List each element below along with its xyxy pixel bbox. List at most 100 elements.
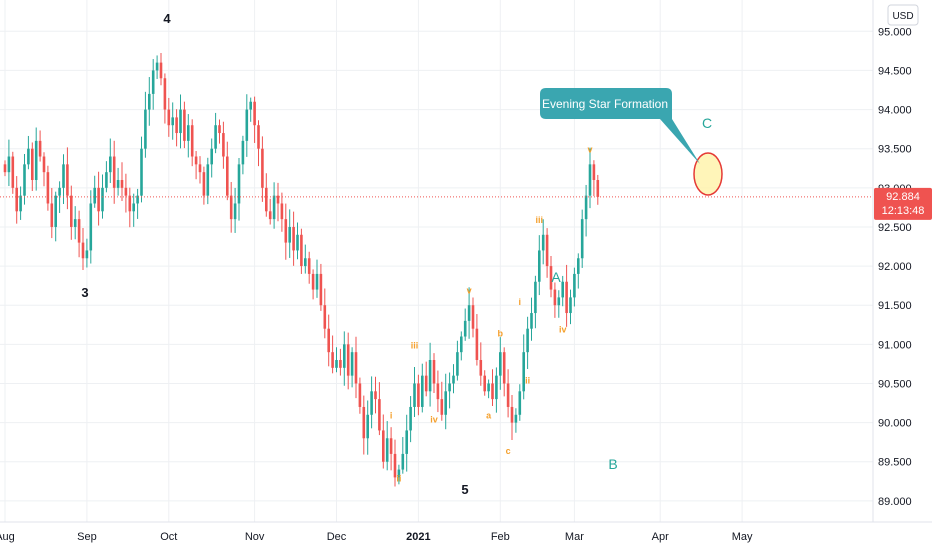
candle: [73, 206, 77, 240]
x-tick-label: Dec: [327, 531, 347, 543]
candle: [171, 102, 174, 140]
candle: [140, 136, 143, 203]
candle: [327, 314, 330, 367]
candle: [592, 160, 596, 197]
candle: [46, 165, 50, 211]
candle: [467, 287, 471, 339]
candle: [292, 211, 295, 266]
minor-wave-label: v: [587, 145, 592, 155]
minor-wave-label: c: [506, 446, 511, 456]
candle: [417, 374, 420, 416]
candle: [268, 198, 272, 225]
candle: [148, 77, 151, 126]
candle: [471, 297, 475, 338]
time-axis[interactable]: Aug Sep Oct Nov Dec 2021 Feb Mar Apr May: [0, 521, 932, 550]
candle: [237, 158, 241, 221]
candle: [584, 184, 588, 237]
last-price-tag: 92.884 12:13:48: [874, 187, 932, 220]
candle: [300, 228, 303, 274]
candle: [112, 140, 116, 204]
candle: [448, 372, 451, 409]
candle: [31, 142, 34, 191]
candle: [167, 97, 171, 137]
candle: [549, 255, 553, 298]
candle: [479, 342, 483, 386]
bar-countdown: 12:13:48: [882, 205, 925, 217]
candle: [538, 235, 541, 296]
candle: [34, 127, 38, 191]
candle: [233, 187, 237, 233]
evening-star-callout[interactable]: Evening Star Formation: [540, 88, 700, 164]
candle: [346, 332, 350, 390]
candle: [413, 366, 416, 417]
candle: [3, 160, 7, 177]
candle: [245, 94, 249, 157]
y-tick-label: 90.000: [878, 418, 912, 430]
y-tick-label: 91.500: [878, 300, 912, 312]
candle: [210, 138, 213, 178]
x-tick-labels: Aug Sep Oct Nov Dec 2021 Feb Mar Apr May: [0, 531, 753, 543]
currency-badge[interactable]: USD: [887, 4, 919, 26]
candle: [226, 141, 229, 201]
candle: [382, 414, 385, 469]
price-axis[interactable]: USD 95.00094.50094.00093.50093.00092.500…: [872, 0, 932, 522]
minor-wave-label: iv: [559, 325, 567, 335]
y-tick-label: 92.500: [878, 222, 912, 234]
y-tick-label: 90.500: [878, 378, 912, 390]
candle: [206, 157, 210, 205]
candle: [183, 101, 186, 149]
y-tick-label: 94.500: [878, 65, 912, 77]
candle: [198, 156, 202, 184]
candle: [105, 161, 108, 193]
minor-wave-label: ii: [396, 473, 401, 483]
candle: [588, 147, 592, 209]
candle: [557, 290, 561, 318]
candle: [296, 222, 299, 260]
chart-grid: [0, 0, 873, 522]
minor-wave-label: iii: [536, 215, 544, 225]
candle: [77, 210, 81, 258]
candle: [331, 335, 334, 374]
candle: [284, 203, 288, 260]
candle: [27, 135, 30, 170]
x-tick-label: Sep: [77, 531, 97, 543]
wave-a-label: A: [551, 269, 561, 285]
candle: [155, 55, 159, 79]
x-tick-label: Oct: [160, 531, 177, 543]
candle: [62, 154, 65, 204]
candle: [288, 209, 291, 258]
minor-wave-label: a: [486, 411, 492, 421]
minor-wave-label: iii: [411, 340, 419, 350]
minor-wave-label: v: [467, 285, 472, 295]
candle: [120, 162, 124, 202]
candle: [187, 114, 190, 158]
minor-wave-label: i: [519, 297, 522, 307]
candle: [58, 181, 61, 213]
candle: [385, 421, 389, 471]
x-tick-label: Mar: [565, 531, 584, 543]
candle: [257, 120, 260, 167]
candle: [421, 363, 424, 413]
candle: [128, 187, 132, 228]
evening-star-highlight[interactable]: [693, 152, 723, 196]
candle: [93, 175, 96, 208]
candle: [534, 275, 537, 329]
candle: [577, 253, 580, 289]
candle: [428, 342, 432, 407]
candle: [307, 251, 311, 284]
candle: [343, 331, 346, 386]
candle: [339, 348, 342, 376]
candle: [132, 193, 135, 227]
candle: [495, 367, 498, 413]
candle: [499, 337, 502, 390]
candle: [374, 376, 377, 414]
candle: [366, 400, 369, 455]
candle: [194, 150, 198, 180]
candle: [7, 139, 11, 187]
candle: [487, 379, 490, 399]
candle: [545, 228, 549, 278]
candle: [253, 96, 256, 143]
candle: [506, 369, 510, 418]
